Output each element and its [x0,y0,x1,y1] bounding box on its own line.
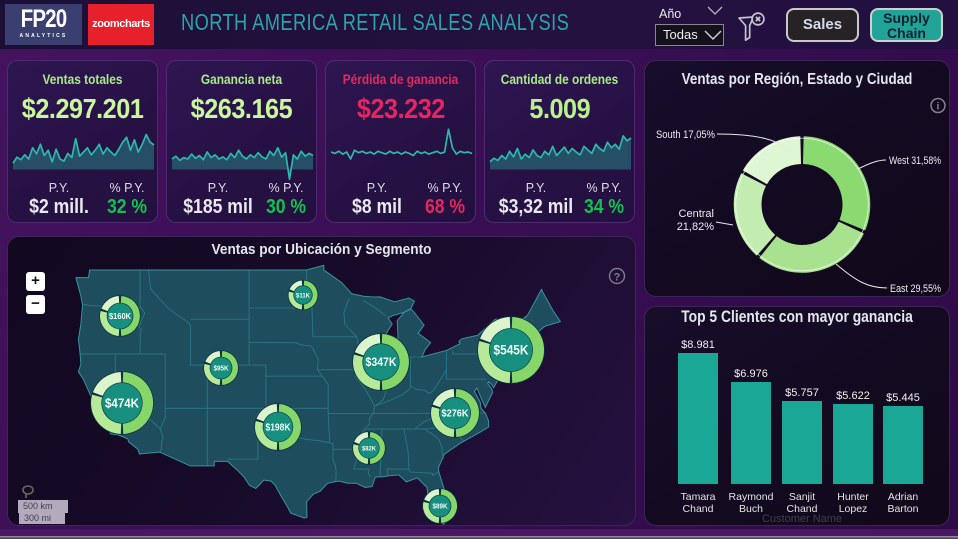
svg-text:Chand: Chand [787,503,818,515]
svg-text:East 29,55%: East 29,55% [890,283,941,295]
svg-text:$82K: $82K [362,445,376,452]
svg-text:$8.981: $8.981 [681,339,715,351]
svg-text:$474K: $474K [105,396,139,411]
svg-text:South 17,05%: South 17,05% [656,129,715,141]
svg-text:$89K: $89K [433,502,449,511]
svg-text:Adrian: Adrian [888,491,919,503]
svg-text:$5.757: $5.757 [785,387,819,399]
svg-text:Hunter: Hunter [837,491,869,503]
svg-text:Customer Name: Customer Name [762,513,842,525]
svg-text:$5.445: $5.445 [886,392,920,404]
svg-text:21,82%: 21,82% [677,221,715,233]
svg-text:Central: Central [679,208,714,220]
svg-text:Chand: Chand [683,503,714,515]
svg-text:Raymond: Raymond [729,491,774,503]
svg-text:Tamara: Tamara [680,491,715,503]
svg-text:Buch: Buch [739,503,763,515]
svg-text:$347K: $347K [366,355,397,369]
svg-text:$545K: $545K [494,343,529,358]
svg-text:Lopez: Lopez [839,503,868,515]
svg-text:West 31,58%: West 31,58% [889,155,941,167]
svg-text:$160K: $160K [109,311,132,321]
svg-text:i: i [937,101,940,113]
svg-text:$95K: $95K [214,364,230,373]
svg-text:Barton: Barton [888,503,919,515]
svg-text:?: ? [614,272,621,284]
svg-text:$198K: $198K [266,422,291,433]
svg-text:Sanjit: Sanjit [789,491,815,503]
svg-text:$5.622: $5.622 [836,390,870,402]
svg-text:$6.976: $6.976 [734,368,768,380]
svg-text:$11K: $11K [296,292,310,299]
svg-text:$276K: $276K [442,409,470,420]
